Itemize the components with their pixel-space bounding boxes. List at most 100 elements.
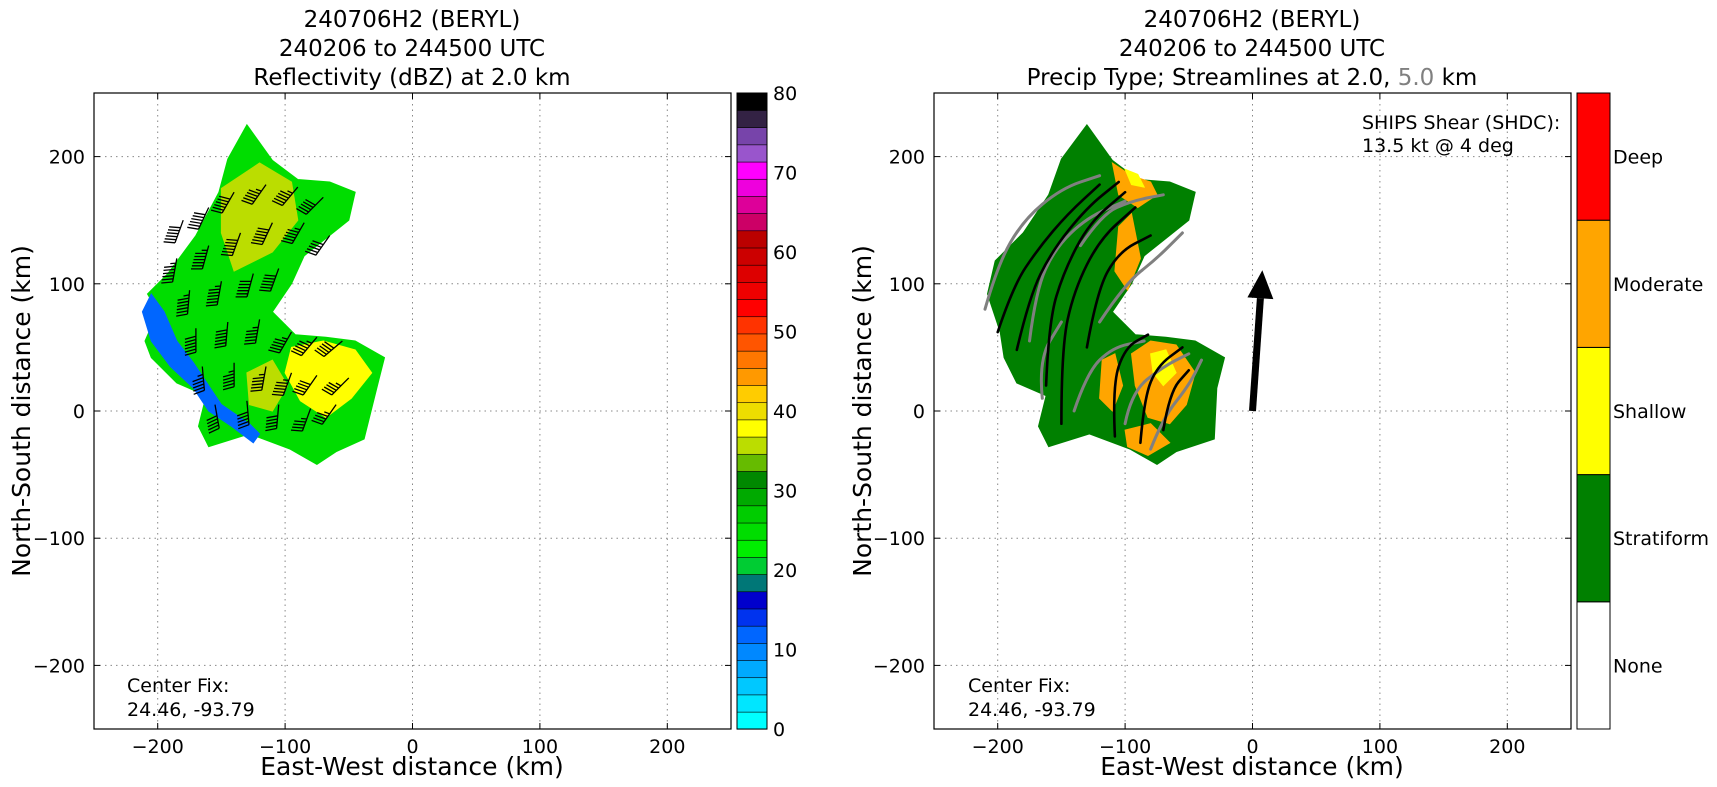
wind-barb [250,366,267,392]
colorbar-segment [736,505,768,524]
reflectivity-region [284,340,373,419]
colorbar-segment [736,264,768,283]
colorbar-segment [736,522,768,541]
wind-barb [292,375,318,396]
wind-barb-shaft [192,366,206,395]
wind-barb-shaft [184,328,197,356]
colorbar-segment [736,453,768,472]
reflectivity-colorbar: 0 10 20 30 40 50 60 70 80 [736,83,797,741]
colorbar-segment [736,642,768,661]
wind-barb-shaft [214,321,229,349]
right-center-fix-value: 24.46, -93.79 [968,699,1096,721]
colorbar-segment [736,161,768,180]
wind-barb [210,191,235,214]
wind-barb-shaft [205,281,223,307]
wind-barb [163,219,184,244]
colorbar-category-label: Stratiform [1613,528,1709,550]
left-ytick-label: −100 [33,528,85,550]
streamline-2km [1085,234,1152,349]
colorbar-segment [736,625,768,644]
wind-barb-shaft [271,372,293,397]
left-plot-area [94,93,731,729]
wind-barb [311,404,337,425]
left-center-fix-label: Center Fix: [127,675,229,697]
colorbar-segment [736,92,768,111]
colorbar-segment [736,556,768,575]
shear-arrow-shaft [1249,297,1264,412]
left-title-line2: 240206 to 244500 UTC [279,36,545,62]
colorbar-segment [736,677,768,696]
wind-barb-shaft [250,366,267,392]
colorbar-category-label: Moderate [1613,274,1703,296]
wind-barb [235,273,254,298]
colorbar-segment [736,694,768,713]
left-xtick-label: 0 [406,736,418,758]
wind-barb-shaft [268,331,293,354]
right-ytick-label: −200 [873,655,925,677]
wind-barb [271,372,293,397]
wind-barb [265,404,280,432]
wind-barb [281,222,305,245]
left-xtick-label: 100 [522,736,558,758]
wind-barb [236,400,250,430]
left-center-fix-value: 24.46, -93.79 [127,699,255,721]
wind-barb-shaft [290,336,318,357]
streamline-5km [1028,199,1127,343]
left-xtick-label: −200 [132,736,184,758]
colorbar-segment [736,488,768,507]
wind-barb-shaft [235,273,254,298]
streamline-5km [1123,352,1191,426]
wind-barb-shaft [292,375,318,396]
wind-barb-shaft [176,290,191,317]
wind-barb-shaft [222,362,235,391]
wind-barbs [161,184,350,434]
left-ytick-label: 0 [73,401,85,423]
wind-barb-shaft [265,404,280,432]
wind-barb-shaft [321,377,350,396]
shear-vector [1247,270,1274,412]
right-title-line3: Precip Type; Streamlines at 2.0, 5.0 km [1027,65,1478,91]
wind-barb [222,362,235,391]
right-title-line2: 240206 to 244500 UTC [1119,36,1385,62]
left-x-axis-label: East-West distance (km) [260,752,564,781]
colorbar-category-none [1576,601,1611,730]
right-xtick-label: −200 [972,736,1024,758]
colorbar-segment [736,470,768,489]
streamline-5km [1072,339,1146,413]
right-axis-ticks: −200 −100 0 100 200 −200 −100 0 100 200 [873,93,1571,758]
wind-barb [268,331,293,354]
colorbar-segment [736,247,768,266]
wind-barb-shaft [281,222,305,245]
colorbar-tick-label: 60 [773,242,797,264]
colorbar-category-label: Shallow [1613,401,1686,423]
colorbar-segment [736,127,768,146]
wind-barb [296,196,324,215]
left-xtick-label: 200 [649,736,685,758]
reflectivity-region [246,359,289,412]
reflectivity-region [220,162,299,272]
colorbar-segment [736,316,768,335]
right-title-line3-part3: km [1434,65,1477,91]
right-ytick-label: −100 [873,528,925,550]
wind-barb-shaft [241,184,267,205]
colorbar-category-shallow [1576,346,1611,476]
wind-barb [214,321,229,349]
colorbar-segment [736,144,768,163]
colorbar-frame [736,92,768,730]
wind-barb [161,258,178,284]
reflectivity-field [141,123,386,465]
streamline-2km [1060,206,1137,425]
wind-barb-shaft [244,319,261,345]
wind-barb-shaft [314,340,343,358]
colorbar-segment [736,659,768,679]
colorbar-tick-label: 10 [773,640,797,662]
ships-shear-value: 13.5 kt @ 4 deg [1362,135,1514,157]
wind-barb [304,235,331,256]
precip-type-panel: 240706H2 (BERYL) 240206 to 244500 UTC Pr… [848,7,1709,781]
colorbar-segment [736,213,768,232]
wind-barb-shaft [163,219,184,244]
colorbar-category-label: None [1613,655,1663,677]
wind-barb-shaft [206,404,220,434]
streamline-5km [1079,193,1165,248]
colorbar-category-moderate [1576,219,1611,348]
